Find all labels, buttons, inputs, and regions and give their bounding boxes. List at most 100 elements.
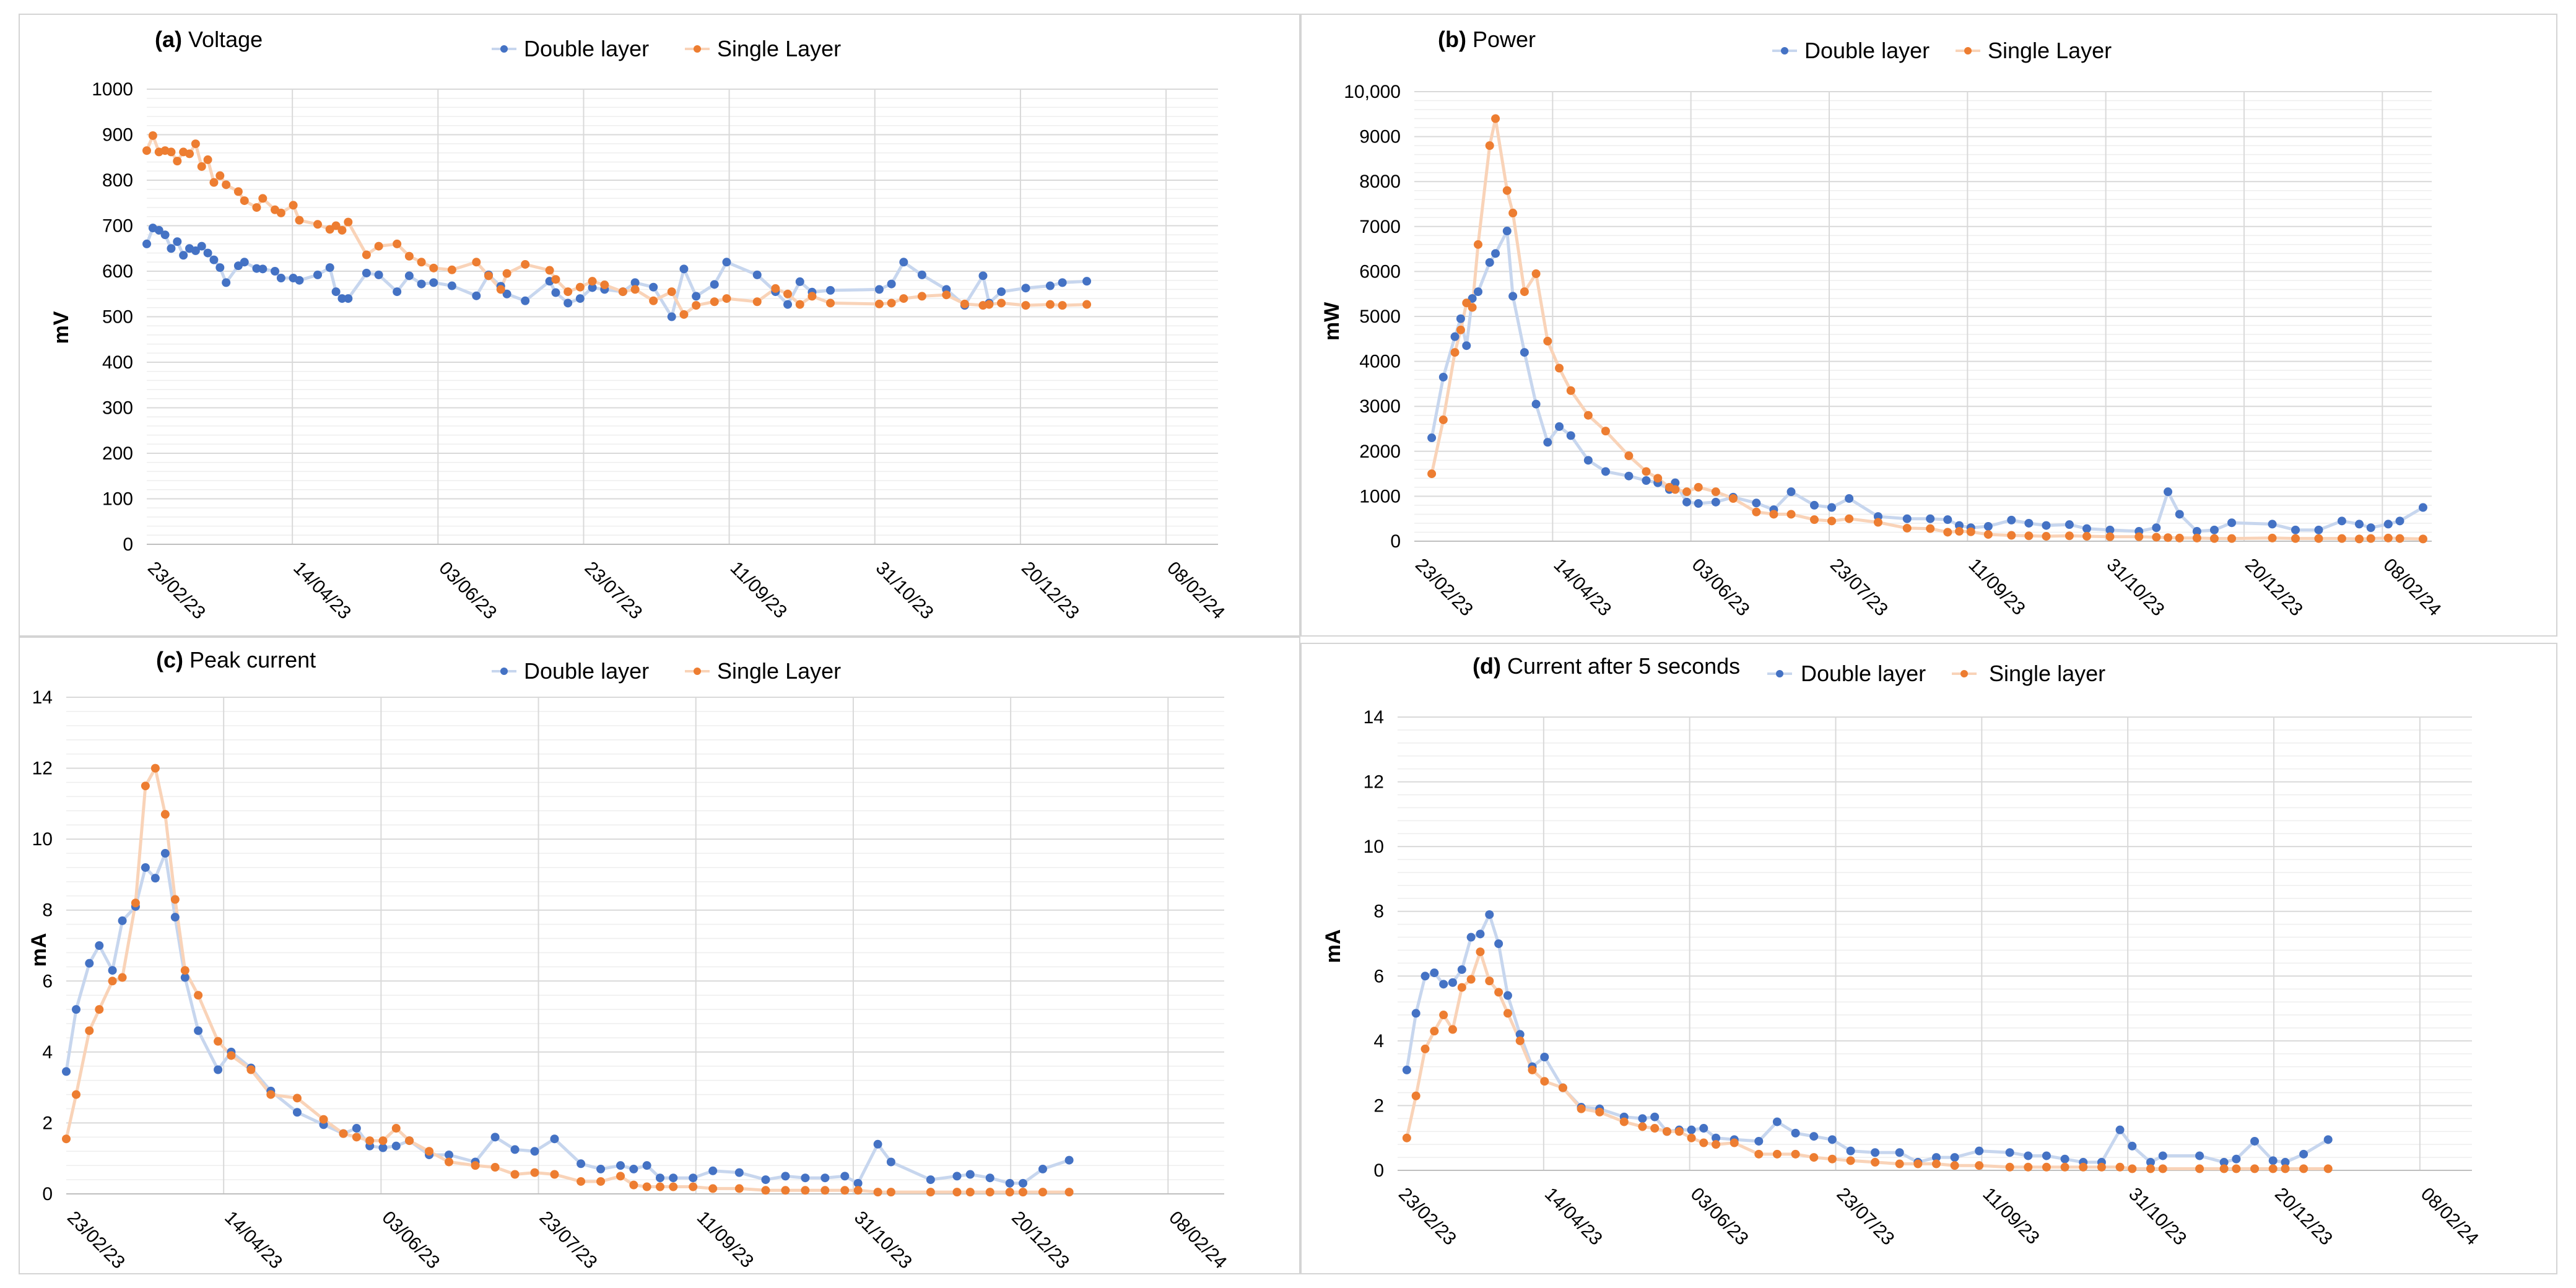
single-layer-point (521, 259, 530, 269)
double-layer-point (2195, 1151, 2204, 1160)
double-layer-point (1491, 249, 1500, 258)
single-layer-point (173, 157, 182, 166)
single-layer-point (378, 1136, 388, 1146)
single-layer-point (95, 1005, 104, 1014)
double-layer-point (1827, 503, 1837, 512)
y-tick-label: 12 (1364, 772, 1384, 793)
legend-single-layer-marker (694, 45, 701, 53)
double-layer-point (352, 1124, 361, 1133)
y-tick-label: 0 (123, 534, 133, 555)
double-layer-point (708, 1166, 718, 1175)
single-layer-point (1682, 487, 1692, 497)
double-layer-point (2024, 1151, 2033, 1160)
double-layer-point (108, 966, 117, 975)
single-layer-point (510, 1170, 520, 1179)
single-layer-point (577, 1177, 586, 1186)
single-layer-point (2299, 1164, 2308, 1173)
double-layer-point (965, 1170, 975, 1179)
single-layer-point (2175, 533, 2184, 542)
double-layer-point (1543, 438, 1552, 447)
double-layer-point (655, 1173, 664, 1183)
double-layer-point (781, 1172, 790, 1181)
y-tick-label: 14 (32, 687, 53, 708)
double-layer-point (596, 1164, 606, 1173)
double-layer-series-line (1405, 913, 2329, 1164)
single-layer-point (2227, 534, 2237, 543)
double-layer-point (1642, 476, 1651, 485)
single-layer-point (551, 275, 560, 284)
double-layer-point (1754, 1136, 1764, 1146)
x-tick-label: 03/06/23 (378, 1208, 443, 1273)
double-layer-point (1650, 1112, 1660, 1121)
single-layer-point (1769, 510, 1778, 519)
double-layer-point (447, 281, 456, 290)
legend-double-layer-label: Double layer (1801, 661, 1926, 686)
y-tick-label: 10 (32, 829, 53, 850)
single-layer-point (160, 810, 170, 819)
double-layer-point (2232, 1154, 2241, 1164)
double-layer-series-line (64, 851, 1070, 1185)
single-layer-point (352, 1133, 361, 1142)
single-layer-point (1427, 469, 1437, 479)
double-layer-point (2065, 520, 2074, 529)
double-layer-point (1462, 341, 1471, 350)
double-layer-point (1531, 399, 1541, 409)
single-layer-point (655, 1182, 664, 1191)
double-layer-point (191, 246, 200, 255)
double-layer-point (1438, 373, 1448, 382)
single-layer-point (502, 269, 511, 278)
x-tick-label: 23/02/23 (144, 558, 209, 624)
double-layer-point (1931, 1153, 1941, 1162)
double-layer-point (1975, 1146, 1984, 1155)
single-layer-point (1966, 527, 1975, 536)
single-layer-point (2232, 1164, 2241, 1173)
double-layer-point (344, 294, 353, 303)
single-layer-point (1064, 1188, 1074, 1197)
double-layer-point (550, 1134, 559, 1144)
chart-title-text: Power (1473, 27, 1536, 52)
single-layer-point (1468, 303, 1477, 312)
single-layer-point (2418, 534, 2427, 544)
single-layer-point (266, 1090, 276, 1099)
single-layer-point (2291, 534, 2300, 543)
single-layer-point (1662, 1127, 1671, 1136)
double-layer-point (820, 1173, 830, 1183)
double-layer-point (886, 1157, 895, 1167)
double-layer-point (292, 1108, 302, 1117)
voltage-chart: (a) Voltage Double layer Single Layer mV… (50, 27, 1229, 624)
y-tick-label: 1000 (92, 79, 133, 100)
legend-single-layer-label: Single layer (1989, 661, 2105, 686)
y-tick-label: 6000 (1359, 261, 1401, 282)
single-layer-point (1558, 1083, 1567, 1092)
y-tick-label: 200 (102, 443, 133, 464)
double-layer-point (1064, 1155, 1074, 1165)
y-tick-label: 0 (1390, 531, 1401, 552)
y-tick-label: 1000 (1359, 486, 1401, 507)
single-layer-point (1555, 363, 1564, 373)
double-layer-point (2281, 1157, 2290, 1167)
single-layer-point (2195, 1164, 2204, 1173)
double-layer-point (240, 258, 249, 267)
double-layer-point (1082, 277, 1092, 286)
legend-double-layer-label: Double layer (1804, 38, 1930, 63)
single-layer-point (1476, 947, 1485, 957)
double-layer-point (1926, 514, 1935, 523)
single-layer-point (2250, 1164, 2260, 1173)
double-layer-point (295, 276, 304, 285)
single-layer-point (2128, 1164, 2137, 1173)
single-layer-point (339, 1129, 348, 1138)
double-layer-point (1694, 499, 1703, 508)
single-layer-point (1671, 485, 1680, 494)
double-layer-point (1638, 1114, 1647, 1123)
double-layer-point (1411, 1009, 1421, 1018)
single-layer-point (1699, 1138, 1708, 1147)
double-layer-point (616, 1161, 625, 1170)
double-layer-point (952, 1172, 962, 1181)
double-layer-point (472, 291, 481, 300)
y-axis-label: mV (50, 311, 73, 344)
double-layer-point (1466, 933, 1476, 942)
y-tick-label: 9000 (1359, 127, 1401, 147)
double-layer-point (2299, 1149, 2308, 1159)
single-layer-point (1528, 1065, 1537, 1074)
plot-area: 0 1000 2000 3000 4000 5000 6000 7000 8000 9000 10,… (1344, 82, 2445, 620)
